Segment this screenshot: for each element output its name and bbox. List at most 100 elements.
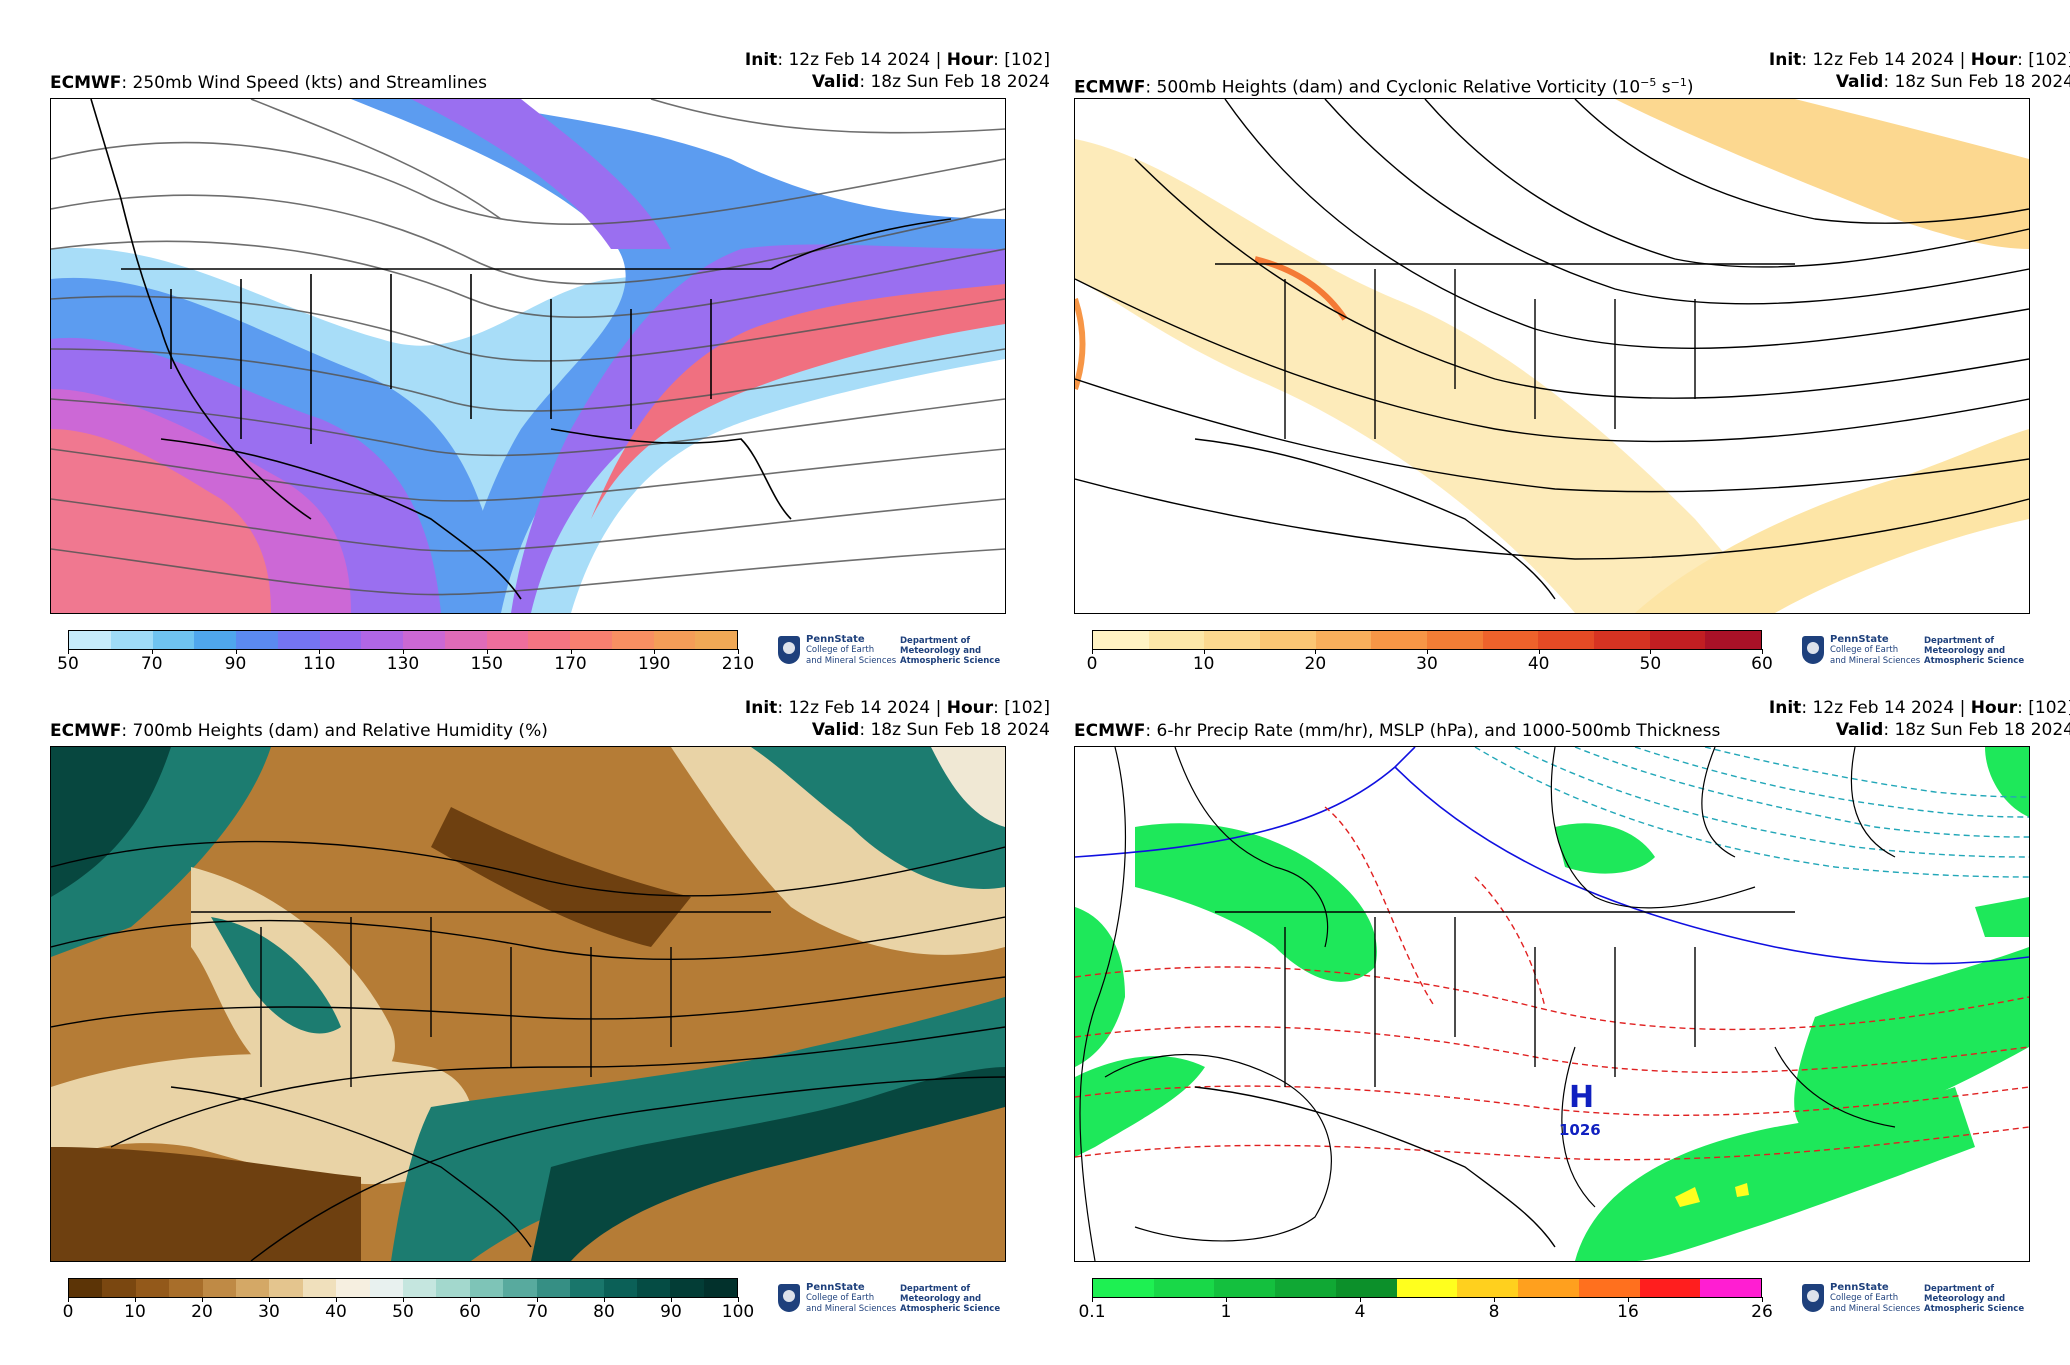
colorbar-segment [1700, 1279, 1762, 1297]
colorbar-tick-label: 16 [1617, 1302, 1639, 1322]
colorbar-tick-mark [738, 1297, 739, 1302]
colorbar-tick-mark [135, 1297, 136, 1302]
colorbar-tick-mark [671, 1297, 672, 1302]
colorbar-segment [361, 631, 403, 649]
colorbar-segment [1315, 631, 1372, 649]
colorbar-segment [570, 631, 612, 649]
colorbar-segment [503, 1279, 537, 1297]
panel-250mb-wind: Init: 12z Feb 14 2024 | Hour: [102] Vali… [50, 50, 1050, 690]
colorbar-tick-label: 70 [526, 1302, 548, 1322]
colorbar-segment [202, 1279, 237, 1297]
colorbar [1092, 630, 1762, 650]
pennstate-logo: PennState College of Earth and Mineral Sci… [778, 634, 1008, 674]
colorbar-tick-label: 50 [57, 654, 79, 674]
colorbar-segment [636, 1279, 671, 1297]
colorbar-tick-mark [403, 1297, 404, 1302]
colorbar-segment [110, 631, 153, 649]
colorbar-segment [603, 1279, 637, 1297]
colorbar-tick-label: 50 [1639, 654, 1662, 674]
colorbar-segment [369, 1279, 404, 1297]
colorbar-tick-mark [235, 649, 237, 654]
colorbar-tick-label: 100 [721, 1302, 755, 1322]
colorbar-segment [403, 631, 445, 649]
colorbar-segment [236, 1279, 270, 1297]
colorbar-tick-label: 150 [470, 654, 503, 674]
pennstate-logo: PennState College of Earth and Mineral Sci… [1802, 634, 2032, 674]
map-500mb-vorticity [1074, 98, 2030, 614]
colorbar-segment [336, 1279, 370, 1297]
colorbar-tick-label: 8 [1488, 1302, 1500, 1322]
panel-header-right: Init: 12z Feb 14 2024 | Hour: [102] Vali… [744, 50, 1050, 92]
colorbar-segment [277, 631, 320, 649]
colorbar-segment [1275, 1279, 1336, 1297]
colorbar-segment [1214, 1279, 1276, 1297]
colorbar-tick-mark [570, 649, 572, 654]
colorbar-tick-label: 26 [1751, 1302, 1773, 1322]
panel-500mb-vorticity: Init: 12z Feb 14 2024 | Hour: [102] Vali… [1074, 50, 2070, 690]
colorbar-tick-mark [1427, 649, 1428, 654]
panel-header-right: Init: 12z Feb 14 2024 | Hour: [102] Vali… [1768, 698, 2070, 740]
colorbar-segment [1457, 1279, 1519, 1297]
colorbar-tick-mark [269, 1297, 270, 1302]
colorbar [68, 1278, 738, 1298]
colorbar-tick-label: 1 [1220, 1302, 1232, 1322]
colorbar-segment [703, 1279, 738, 1297]
colorbar-segment [1518, 1279, 1579, 1297]
colorbar-segment [69, 1279, 103, 1297]
colorbar-segment [1639, 1279, 1701, 1297]
colorbar-tick-label: 30 [1416, 654, 1438, 674]
colorbar-tick-label: 210 [721, 654, 755, 674]
pennstate-shield-icon [778, 1284, 800, 1312]
colorbar-ticks: 0.1 1 4 8 16 26 [1078, 1297, 1773, 1324]
colorbar-segment [1148, 631, 1205, 649]
colorbar-segment [319, 631, 362, 649]
map-700mb-rh [50, 746, 1006, 1262]
colorbar-segment [536, 1279, 571, 1297]
pennstate-shield-icon [1802, 1284, 1824, 1312]
colorbar-tick-mark [1628, 1297, 1629, 1302]
colorbar-segment [436, 1279, 470, 1297]
pennstate-logo: PennState College of Earth and Mineral Sci… [1802, 1282, 2032, 1322]
colorbar-tick-label: 60 [459, 1302, 481, 1322]
colorbar-tick-mark [336, 1297, 337, 1302]
colorbar-tick-mark [1226, 1297, 1227, 1302]
colorbar-segment [69, 631, 111, 649]
colorbar-segment [1427, 631, 1483, 649]
panel-header-right: Init: 12z Feb 14 2024 | Hour: [102] Vali… [744, 698, 1050, 740]
colorbar-tick-mark [1762, 1297, 1763, 1302]
colorbar-segment [1260, 631, 1316, 649]
colorbar-tick-mark [738, 649, 739, 654]
colorbar-segment [1482, 631, 1539, 649]
colorbar-tick-mark [68, 649, 69, 654]
colorbar-segment [653, 631, 696, 649]
colorbar-segment [528, 631, 570, 649]
colorbar-segment [611, 631, 654, 649]
colorbar-tick-label: 190 [638, 654, 671, 674]
pennstate-shield-icon [1802, 636, 1824, 664]
colorbar-tick-label: 130 [386, 654, 420, 674]
colorbar-segment [169, 1279, 203, 1297]
colorbar-tick-mark [1203, 649, 1205, 654]
colorbar-tick-label: 40 [1527, 654, 1550, 674]
colorbar-segment [695, 631, 737, 649]
colorbar-tick-mark [654, 649, 656, 654]
pennstate-shield-icon [778, 636, 800, 664]
map-250mb-wind [50, 98, 1006, 614]
colorbar-segment [102, 1279, 136, 1297]
colorbar-ticks: 50 70 90 110 130 150 170 190 210 [57, 649, 754, 676]
colorbar-tick-mark [1762, 649, 1763, 654]
colorbar-segment [444, 631, 487, 649]
colorbar-segment [570, 1279, 604, 1297]
panel-title: ECMWF: 500mb Heights (dam) and Cyclonic … [1074, 76, 1694, 98]
colorbar-tick-label: 30 [258, 1302, 280, 1322]
colorbar-tick-label: 50 [392, 1302, 414, 1322]
panel-precip-mslp: Init: 12z Feb 14 2024 | Hour: [102] Vali… [1074, 698, 2070, 1338]
colorbar-tick-label: 0 [62, 1302, 74, 1322]
colorbar-tick-label: 0 [1086, 654, 1098, 674]
colorbar [68, 630, 738, 650]
colorbar-tick-label: 10 [1192, 654, 1215, 674]
colorbar-tick-mark [68, 1297, 69, 1302]
colorbar-ticks: 0 10 20 30 40 50 60 [1087, 649, 1773, 676]
colorbar-segment [670, 1279, 704, 1297]
colorbar-tick-label: 20 [1304, 654, 1327, 674]
